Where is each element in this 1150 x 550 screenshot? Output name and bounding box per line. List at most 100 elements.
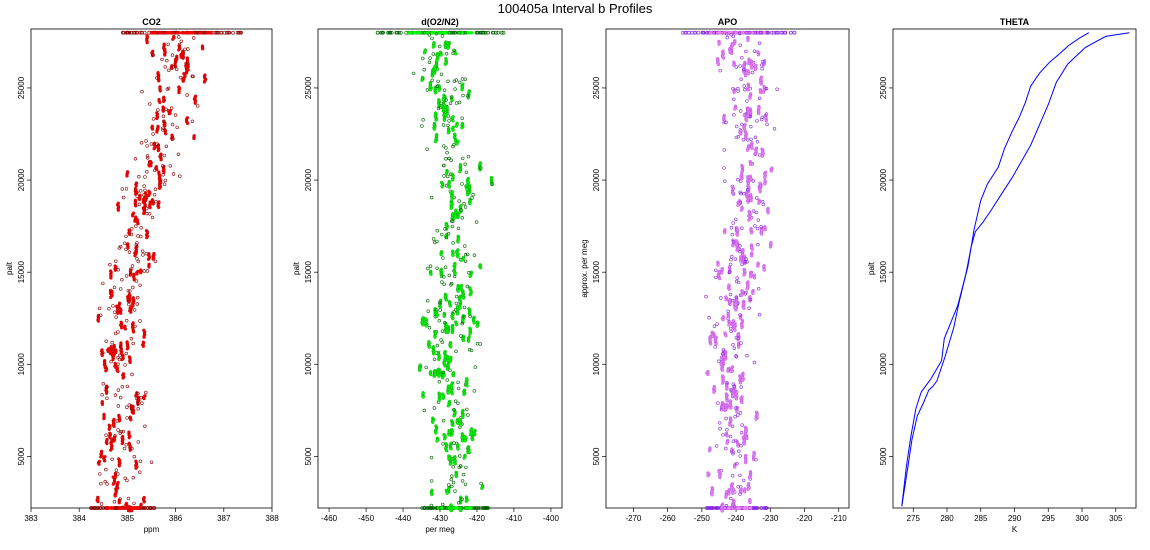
data-point — [716, 401, 720, 405]
data-point — [712, 390, 716, 394]
data-point — [707, 316, 711, 320]
data-point — [460, 182, 464, 186]
data-point — [731, 191, 735, 195]
data-point — [96, 506, 100, 510]
data-point — [111, 357, 115, 362]
data-point — [429, 455, 434, 460]
data-point — [431, 237, 436, 241]
data-point — [730, 254, 734, 259]
data-point — [738, 43, 742, 47]
data-point — [394, 30, 399, 35]
data-point — [716, 263, 720, 267]
data-point — [425, 147, 429, 151]
data-point — [457, 100, 462, 105]
data-point — [124, 504, 129, 508]
data-point — [440, 185, 444, 189]
data-point — [444, 171, 449, 175]
data-point — [140, 30, 144, 35]
data-point — [457, 30, 461, 35]
data-point — [466, 154, 471, 159]
data-point — [437, 357, 441, 362]
data-point — [113, 268, 118, 272]
data-point — [757, 153, 762, 157]
data-point — [389, 30, 394, 35]
data-point — [745, 287, 749, 291]
data-point — [134, 224, 138, 228]
data-point — [442, 282, 446, 286]
x-tick-label: 300 — [1075, 514, 1089, 523]
data-point — [154, 199, 158, 204]
data-point — [460, 321, 464, 326]
data-point — [451, 465, 455, 469]
data-point — [458, 454, 462, 458]
data-point — [440, 34, 445, 38]
data-point — [449, 206, 453, 210]
data-point — [104, 369, 108, 373]
data-point — [769, 169, 774, 173]
data-point — [736, 345, 741, 349]
data-point — [426, 506, 431, 510]
data-point — [447, 457, 451, 461]
data-point — [763, 176, 767, 180]
data-point — [125, 405, 129, 409]
data-point — [728, 292, 733, 297]
data-point — [444, 157, 448, 161]
data-point — [447, 433, 451, 437]
data-point — [449, 345, 453, 349]
data-point — [114, 506, 118, 510]
data-point — [200, 47, 205, 51]
data-point — [734, 124, 739, 129]
data-point — [113, 331, 118, 336]
data-point — [450, 95, 454, 99]
data-point — [440, 340, 444, 344]
data-point — [460, 126, 464, 130]
data-point — [99, 455, 103, 459]
data-point — [421, 118, 425, 122]
data-point — [438, 305, 443, 310]
data-point — [744, 49, 748, 54]
data-point — [441, 123, 446, 127]
data-point — [478, 266, 483, 270]
x-tick-label: -440 — [395, 514, 412, 523]
data-point — [749, 66, 754, 70]
data-point — [171, 37, 175, 41]
data-point — [139, 141, 144, 145]
data-point — [729, 226, 734, 230]
data-point — [443, 265, 448, 269]
data-point — [454, 474, 459, 479]
y-tick-label: 10000 — [304, 353, 313, 376]
data-point — [439, 72, 444, 77]
data-point — [239, 30, 243, 35]
data-point — [463, 482, 468, 487]
data-point — [127, 436, 131, 440]
data-point — [129, 418, 133, 422]
data-point — [161, 114, 166, 118]
data-point — [725, 387, 729, 391]
data-point — [763, 182, 767, 186]
data-point — [133, 254, 137, 258]
data-point — [152, 193, 157, 197]
data-point — [148, 205, 152, 210]
x-tick-label: -410 — [506, 514, 523, 523]
x-axis-label: ppm — [144, 525, 160, 534]
data-point — [745, 353, 749, 358]
data-point — [462, 392, 466, 397]
data-point — [166, 31, 170, 35]
data-point — [732, 90, 736, 95]
data-point — [453, 489, 457, 493]
data-point — [434, 31, 439, 36]
data-point — [451, 373, 456, 378]
data-point — [164, 107, 168, 112]
data-point — [710, 493, 714, 497]
data-point — [433, 335, 437, 339]
data-point — [440, 506, 444, 510]
data-point — [420, 124, 424, 128]
y-tick-label: 25000 — [592, 76, 601, 99]
data-point — [731, 343, 735, 347]
data-point — [129, 232, 134, 237]
data-point — [134, 506, 138, 510]
data-point — [124, 351, 129, 356]
x-axis-label: K — [1012, 525, 1018, 534]
data-point — [132, 30, 136, 35]
